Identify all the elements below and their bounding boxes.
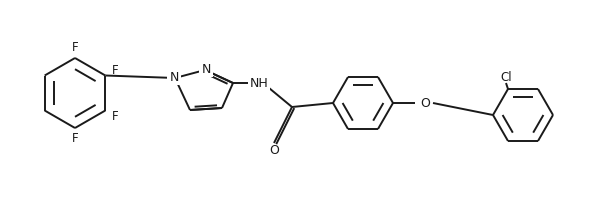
Text: F: F: [72, 132, 78, 145]
Text: N: N: [201, 62, 211, 76]
Text: F: F: [111, 110, 118, 123]
Text: O: O: [269, 144, 279, 158]
Text: NH: NH: [250, 76, 268, 89]
Text: O: O: [420, 96, 430, 110]
Text: F: F: [111, 63, 118, 76]
Text: Cl: Cl: [500, 70, 512, 83]
Text: N: N: [169, 70, 179, 83]
Text: F: F: [72, 41, 78, 54]
